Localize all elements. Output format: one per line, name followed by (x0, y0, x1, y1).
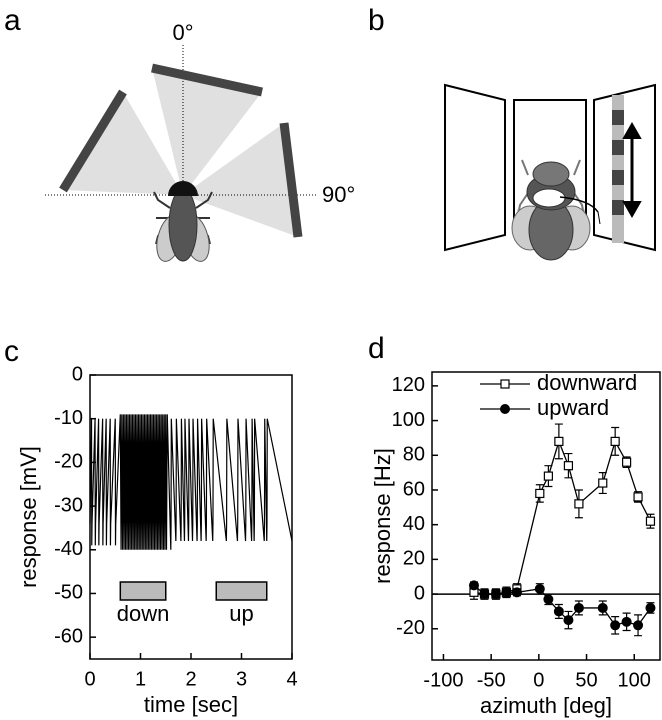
marker (633, 492, 643, 502)
y-tick-label: 120 (392, 374, 425, 396)
marker (543, 471, 553, 481)
marker (563, 461, 574, 471)
y-tick-label: 60 (403, 478, 425, 500)
x-axis-title: time [sec] (144, 692, 238, 717)
marker (563, 615, 574, 626)
x-tick-label: 4 (286, 668, 297, 690)
plot-frame (431, 371, 661, 661)
stimulus-bar (119, 581, 167, 601)
panel-label: d (368, 332, 385, 365)
y-tick-label: -50 (54, 582, 83, 604)
x-tick-label: 3 (236, 668, 247, 690)
y-tick-label: 0 (414, 582, 425, 604)
angle-label: 90° (322, 182, 355, 207)
stimulus-label: down (117, 601, 170, 626)
x-tick-label: 50 (575, 669, 597, 691)
marker (573, 602, 584, 613)
marker (534, 583, 545, 594)
y-tick-label: -20 (54, 451, 83, 473)
panel-b-diagram (444, 83, 656, 261)
stimulus-bar (215, 581, 268, 601)
y-tick-label: -30 (54, 494, 83, 516)
y-axis-title: response [mV] (16, 446, 41, 588)
y-tick-label: 20 (403, 548, 425, 570)
stimulus-label: up (229, 601, 253, 626)
marker (645, 602, 656, 613)
marker (610, 436, 620, 446)
marker (553, 606, 564, 617)
x-tick-label: -100 (423, 669, 463, 691)
panel-label: b (368, 4, 385, 37)
y-tick-label: 100 (392, 409, 425, 431)
panel-a-diagram (45, 45, 318, 262)
panel-label: c (4, 335, 19, 368)
x-tick-label: 2 (185, 668, 196, 690)
legend-label: downward (537, 370, 637, 395)
legend-marker (500, 379, 510, 389)
marker (535, 488, 545, 499)
marker (511, 587, 522, 598)
marker (574, 499, 584, 509)
marker (543, 594, 554, 605)
x-tick-label: -50 (477, 669, 506, 691)
angle-label: 0° (172, 20, 193, 45)
y-tick-label: -60 (54, 625, 83, 647)
x-tick-label: 1 (135, 668, 146, 690)
marker (610, 620, 621, 631)
x-tick-label: 0 (533, 669, 544, 691)
marker (479, 589, 490, 600)
legend-marker (500, 404, 510, 414)
marker (645, 516, 656, 526)
y-tick-label: -20 (396, 617, 425, 639)
marker (598, 478, 608, 488)
x-axis-title: azimuth [deg] (480, 693, 612, 718)
marker (597, 602, 608, 613)
legend-label: upward (537, 395, 609, 420)
y-tick-label: -10 (54, 407, 83, 429)
y-tick-label: 80 (403, 444, 425, 466)
marker (501, 587, 512, 598)
x-tick-label: 0 (84, 668, 95, 690)
panel-label: a (4, 4, 21, 37)
marker (622, 457, 632, 467)
y-tick-label: 40 (403, 513, 425, 535)
marker (468, 580, 479, 591)
marker (554, 436, 564, 446)
x-tick-label: 100 (618, 669, 651, 691)
trace (89, 414, 293, 550)
y-tick-label: 0 (72, 363, 83, 385)
marker (490, 589, 501, 600)
y-axis-title: response [Hz] (370, 448, 395, 584)
y-tick-label: -40 (54, 538, 83, 560)
marker (621, 616, 632, 627)
marker (633, 620, 644, 631)
